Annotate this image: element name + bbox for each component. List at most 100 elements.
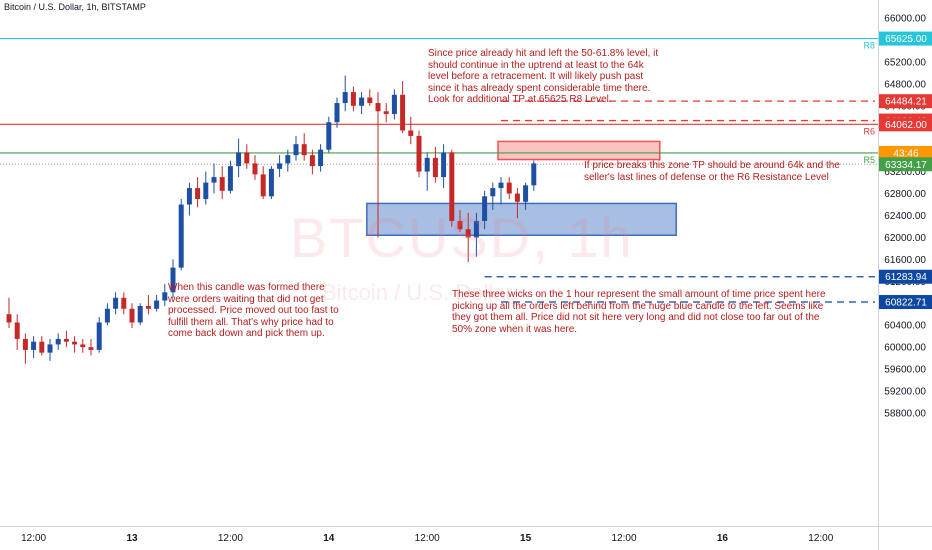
price-tag-dashed-2: 61283.94: [885, 272, 927, 283]
candle-body: [432, 157, 438, 178]
annotation-top: Since price already hit and left the 50-…: [428, 48, 659, 105]
candle-body: [506, 182, 512, 194]
candle-body: [211, 177, 217, 183]
annotation-right: If price breaks this zone TP should be a…: [584, 160, 840, 183]
candle-body: [72, 341, 78, 345]
y-tick-label: 62000.00: [884, 233, 926, 244]
candle-body: [482, 196, 488, 221]
candle-body: [457, 220, 463, 230]
candle-body: [154, 300, 160, 309]
price-tag-current: 63334.17: [885, 160, 927, 171]
annotation-left: When this candle was formed there were o…: [168, 282, 339, 339]
candle-body: [424, 157, 430, 172]
candle-body: [342, 92, 348, 104]
candle-body: [531, 163, 537, 186]
candle-body: [268, 168, 274, 197]
candle-body: [293, 144, 299, 156]
plot-area: [0, 0, 878, 526]
candle-body: [227, 166, 233, 191]
candle-body: [301, 144, 307, 156]
candle-body: [277, 163, 283, 169]
watermark-name: Bitcoin / U.S. Dollar: [322, 280, 513, 305]
price-tag-r8-bg: [879, 31, 932, 46]
y-tick-label: 66000.00: [884, 14, 926, 25]
candle-body: [80, 344, 86, 348]
candle-body: [252, 163, 258, 175]
candle-body: [441, 152, 447, 178]
candle-body: [96, 322, 102, 350]
candle-body: [408, 130, 414, 136]
candle-body: [121, 297, 127, 309]
candle-body: [145, 306, 151, 309]
annotation-bottom: These three wicks on the 1 hour represen…: [452, 289, 826, 335]
watermark-symbol: BTCUSD, 1h: [290, 206, 634, 269]
candle-body: [244, 152, 250, 164]
level-label-r6: R6: [863, 126, 875, 136]
chart-title: Bitcoin / U.S. Dollar, 1h, BITSTAMP: [4, 2, 146, 12]
candle-body: [260, 174, 266, 197]
candle-body: [219, 177, 225, 191]
level-label-r8: R8: [863, 41, 875, 51]
candle-body: [309, 155, 315, 167]
candle-body: [88, 347, 94, 350]
x-tick-label: 14: [323, 533, 335, 544]
candle-body: [350, 92, 356, 106]
x-tick-label: 16: [717, 533, 729, 544]
y-tick-label: 64800.00: [884, 79, 926, 90]
x-tick-label: 12:00: [808, 533, 833, 544]
price-tag-r5: 43:46: [893, 148, 918, 159]
y-tick-label: 60400.00: [884, 321, 926, 332]
candle-body: [137, 306, 143, 323]
price-tag-dashed-2-bg: [879, 269, 932, 284]
candle-body: [203, 182, 209, 200]
candle-body: [359, 97, 365, 106]
candle-body: [170, 267, 176, 293]
y-tick-label: 58800.00: [884, 409, 926, 420]
candle-body: [129, 308, 135, 323]
candle-body: [416, 135, 422, 172]
candle-body: [47, 344, 53, 353]
y-tick-label: 59600.00: [884, 365, 926, 376]
candle-body: [391, 94, 397, 115]
y-tick-label: 61600.00: [884, 255, 926, 266]
x-tick-label: 12:00: [218, 533, 243, 544]
price-tag-dashed-3: 60822.71: [885, 298, 927, 309]
candle-body: [523, 185, 529, 202]
candle-body: [195, 188, 201, 200]
x-tick-label: 12:00: [611, 533, 636, 544]
candle-body: [104, 308, 110, 323]
candle-body: [375, 103, 381, 112]
candle-body: [514, 193, 520, 202]
price-tag-r6-bg: [879, 117, 932, 132]
candle-body: [383, 111, 389, 115]
price-tag-dashed-0: 64484.21: [885, 97, 927, 108]
price-tag-r6: 64062.00: [885, 120, 927, 131]
level-label-r5: R5: [863, 155, 875, 165]
candle-body: [22, 338, 28, 350]
price-tag-r5-bg: [879, 145, 932, 160]
candle-body: [449, 152, 455, 221]
candle-body: [6, 314, 12, 323]
y-tick-label: 63200.00: [884, 167, 926, 178]
candle-body: [55, 338, 61, 345]
buy-zone: [366, 202, 677, 237]
x-tick-label: 12:00: [21, 533, 46, 544]
candle-body: [498, 182, 504, 189]
candle-body: [178, 204, 184, 268]
sell-zone: [497, 140, 661, 161]
candle-body: [326, 122, 332, 150]
candle-body: [400, 94, 406, 131]
candle-body: [113, 297, 119, 309]
y-tick-label: 62400.00: [884, 211, 926, 222]
candle-body: [318, 149, 324, 167]
candle-body: [63, 338, 69, 342]
price-tag-r8: 65625.00: [885, 34, 927, 45]
x-tick-label: 12:00: [415, 533, 440, 544]
y-tick-label: 62800.00: [884, 189, 926, 200]
candle-body: [39, 341, 45, 353]
price-tag-dashed-0-bg: [879, 94, 932, 109]
candle-body: [285, 155, 291, 164]
candle-body: [14, 322, 20, 339]
candle-body: [473, 220, 479, 238]
